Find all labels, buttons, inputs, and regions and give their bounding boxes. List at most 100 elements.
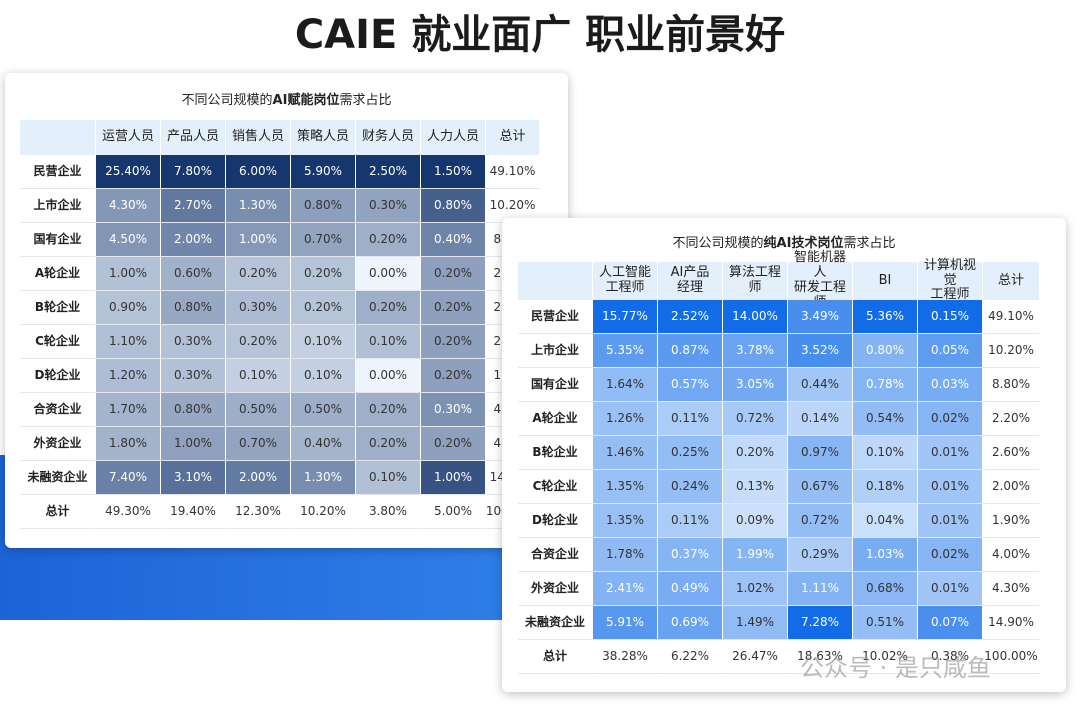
heat-cell: 0.30% — [226, 291, 291, 325]
heat-cell: 1.03% — [853, 538, 918, 572]
heat-cell: 2.50% — [356, 155, 421, 189]
heat-cell: 0.20% — [226, 325, 291, 359]
heat-cell: 0.78% — [853, 368, 918, 402]
heat-cell: 0.54% — [853, 402, 918, 436]
heat-cell: 0.10% — [226, 359, 291, 393]
heat-cell: 1.70% — [96, 393, 161, 427]
heat-cell: 0.30% — [356, 189, 421, 223]
heat-cell: 0.90% — [96, 291, 161, 325]
column-header: 销售人员 — [226, 120, 291, 155]
heat-cell: 5.91% — [593, 606, 658, 640]
column-header: 总计 — [486, 120, 540, 155]
row-label: A轮企业 — [20, 257, 96, 291]
total-cell: 12.30% — [226, 495, 291, 529]
row-label: 上市企业 — [518, 334, 593, 368]
total-cell: 19.40% — [161, 495, 226, 529]
total-cell: 100.00% — [983, 640, 1040, 674]
total-cell: 10.20% — [983, 334, 1040, 368]
row-label: 外资企业 — [518, 572, 593, 606]
heat-cell: 0.57% — [658, 368, 723, 402]
heat-cell: 4.50% — [96, 223, 161, 257]
column-header: 财务人员 — [356, 120, 421, 155]
total-cell: 4.30% — [983, 572, 1040, 606]
heat-cell: 1.64% — [593, 368, 658, 402]
heat-cell: 1.30% — [291, 461, 356, 495]
heat-cell: 0.70% — [291, 223, 356, 257]
heat-cell: 0.80% — [161, 291, 226, 325]
table-card: 不同公司规模的纯AI技术岗位需求占比 人工智能 工程师 AI产品 经理 算法工程 师… — [502, 218, 1066, 692]
heat-cell: 5.90% — [291, 155, 356, 189]
row-label: B轮企业 — [518, 436, 593, 470]
heat-cell: 2.41% — [593, 572, 658, 606]
row-label: 国有企业 — [518, 368, 593, 402]
row-label: 上市企业 — [20, 189, 96, 223]
heat-cell: 1.00% — [161, 427, 226, 461]
heat-cell: 6.00% — [226, 155, 291, 189]
total-cell: 8.80% — [983, 368, 1040, 402]
row-label: C轮企业 — [20, 325, 96, 359]
heat-cell: 5.35% — [593, 334, 658, 368]
heat-cell: 0.01% — [918, 572, 983, 606]
column-header: 计算机视觉 工程师 — [918, 258, 983, 302]
heat-cell: 5.36% — [853, 300, 918, 334]
heat-cell: 0.24% — [658, 470, 723, 504]
total-cell: 26.47% — [723, 640, 788, 674]
row-label: 合资企业 — [20, 393, 96, 427]
title-part: 不同公司规模的 — [672, 236, 764, 251]
heat-cell: 0.30% — [161, 359, 226, 393]
header-bg — [518, 262, 593, 300]
heat-cell: 3.05% — [723, 368, 788, 402]
column-header: 产品人员 — [161, 120, 226, 155]
heat-cell: 2.70% — [161, 189, 226, 223]
total-cell: 10.02% — [853, 640, 918, 674]
heat-cell: 0.18% — [853, 470, 918, 504]
watermark: 公众号 · 是只咸鱼 — [800, 654, 991, 682]
heat-cell: 0.20% — [421, 427, 486, 461]
heat-cell: 1.35% — [593, 504, 658, 538]
heat-cell: 0.01% — [918, 436, 983, 470]
heat-cell: 0.20% — [356, 427, 421, 461]
row-label: 民营企业 — [20, 155, 96, 189]
heat-cell: 0.20% — [421, 257, 486, 291]
total-cell: 14.90% — [983, 606, 1040, 640]
heat-cell: 0.97% — [788, 436, 853, 470]
heat-cell: 0.15% — [918, 300, 983, 334]
heat-cell: 0.10% — [291, 325, 356, 359]
heat-cell: 0.02% — [918, 538, 983, 572]
heat-cell: 2.00% — [161, 223, 226, 257]
heat-cell: 0.01% — [918, 504, 983, 538]
heat-cell: 0.30% — [421, 393, 486, 427]
heat-cell: 0.80% — [421, 189, 486, 223]
heat-cell: 25.40% — [96, 155, 161, 189]
row-label: 国有企业 — [20, 223, 96, 257]
heat-cell: 0.05% — [918, 334, 983, 368]
heat-cell: 0.11% — [658, 402, 723, 436]
heat-cell: 0.10% — [853, 436, 918, 470]
heat-cell: 14.00% — [723, 300, 788, 334]
heat-cell: 1.00% — [226, 223, 291, 257]
total-cell: 3.80% — [356, 495, 421, 529]
heat-cell: 0.20% — [421, 325, 486, 359]
heat-cell: 0.00% — [356, 359, 421, 393]
title-part: 需求占比 — [843, 236, 896, 251]
row-label: 未融资企业 — [518, 606, 593, 640]
heat-cell: 15.77% — [593, 300, 658, 334]
total-cell: 2.60% — [983, 436, 1040, 470]
heat-cell: 0.20% — [226, 257, 291, 291]
row-label: 合资企业 — [518, 538, 593, 572]
heat-cell: 0.04% — [853, 504, 918, 538]
heat-cell: 0.14% — [788, 402, 853, 436]
heat-cell: 1.50% — [421, 155, 486, 189]
heat-cell: 0.29% — [788, 538, 853, 572]
total-cell: 5.00% — [421, 495, 486, 529]
total-cell: 4.00% — [983, 538, 1040, 572]
heat-cell: 0.09% — [723, 504, 788, 538]
total-cell: 49.30% — [96, 495, 161, 529]
heat-cell: 0.20% — [421, 291, 486, 325]
column-header: 运营人员 — [96, 120, 161, 155]
heat-cell: 0.01% — [918, 470, 983, 504]
heat-cell: 0.69% — [658, 606, 723, 640]
column-header: AI产品 经理 — [658, 262, 723, 300]
heat-cell: 0.40% — [421, 223, 486, 257]
heat-cell: 0.20% — [356, 393, 421, 427]
